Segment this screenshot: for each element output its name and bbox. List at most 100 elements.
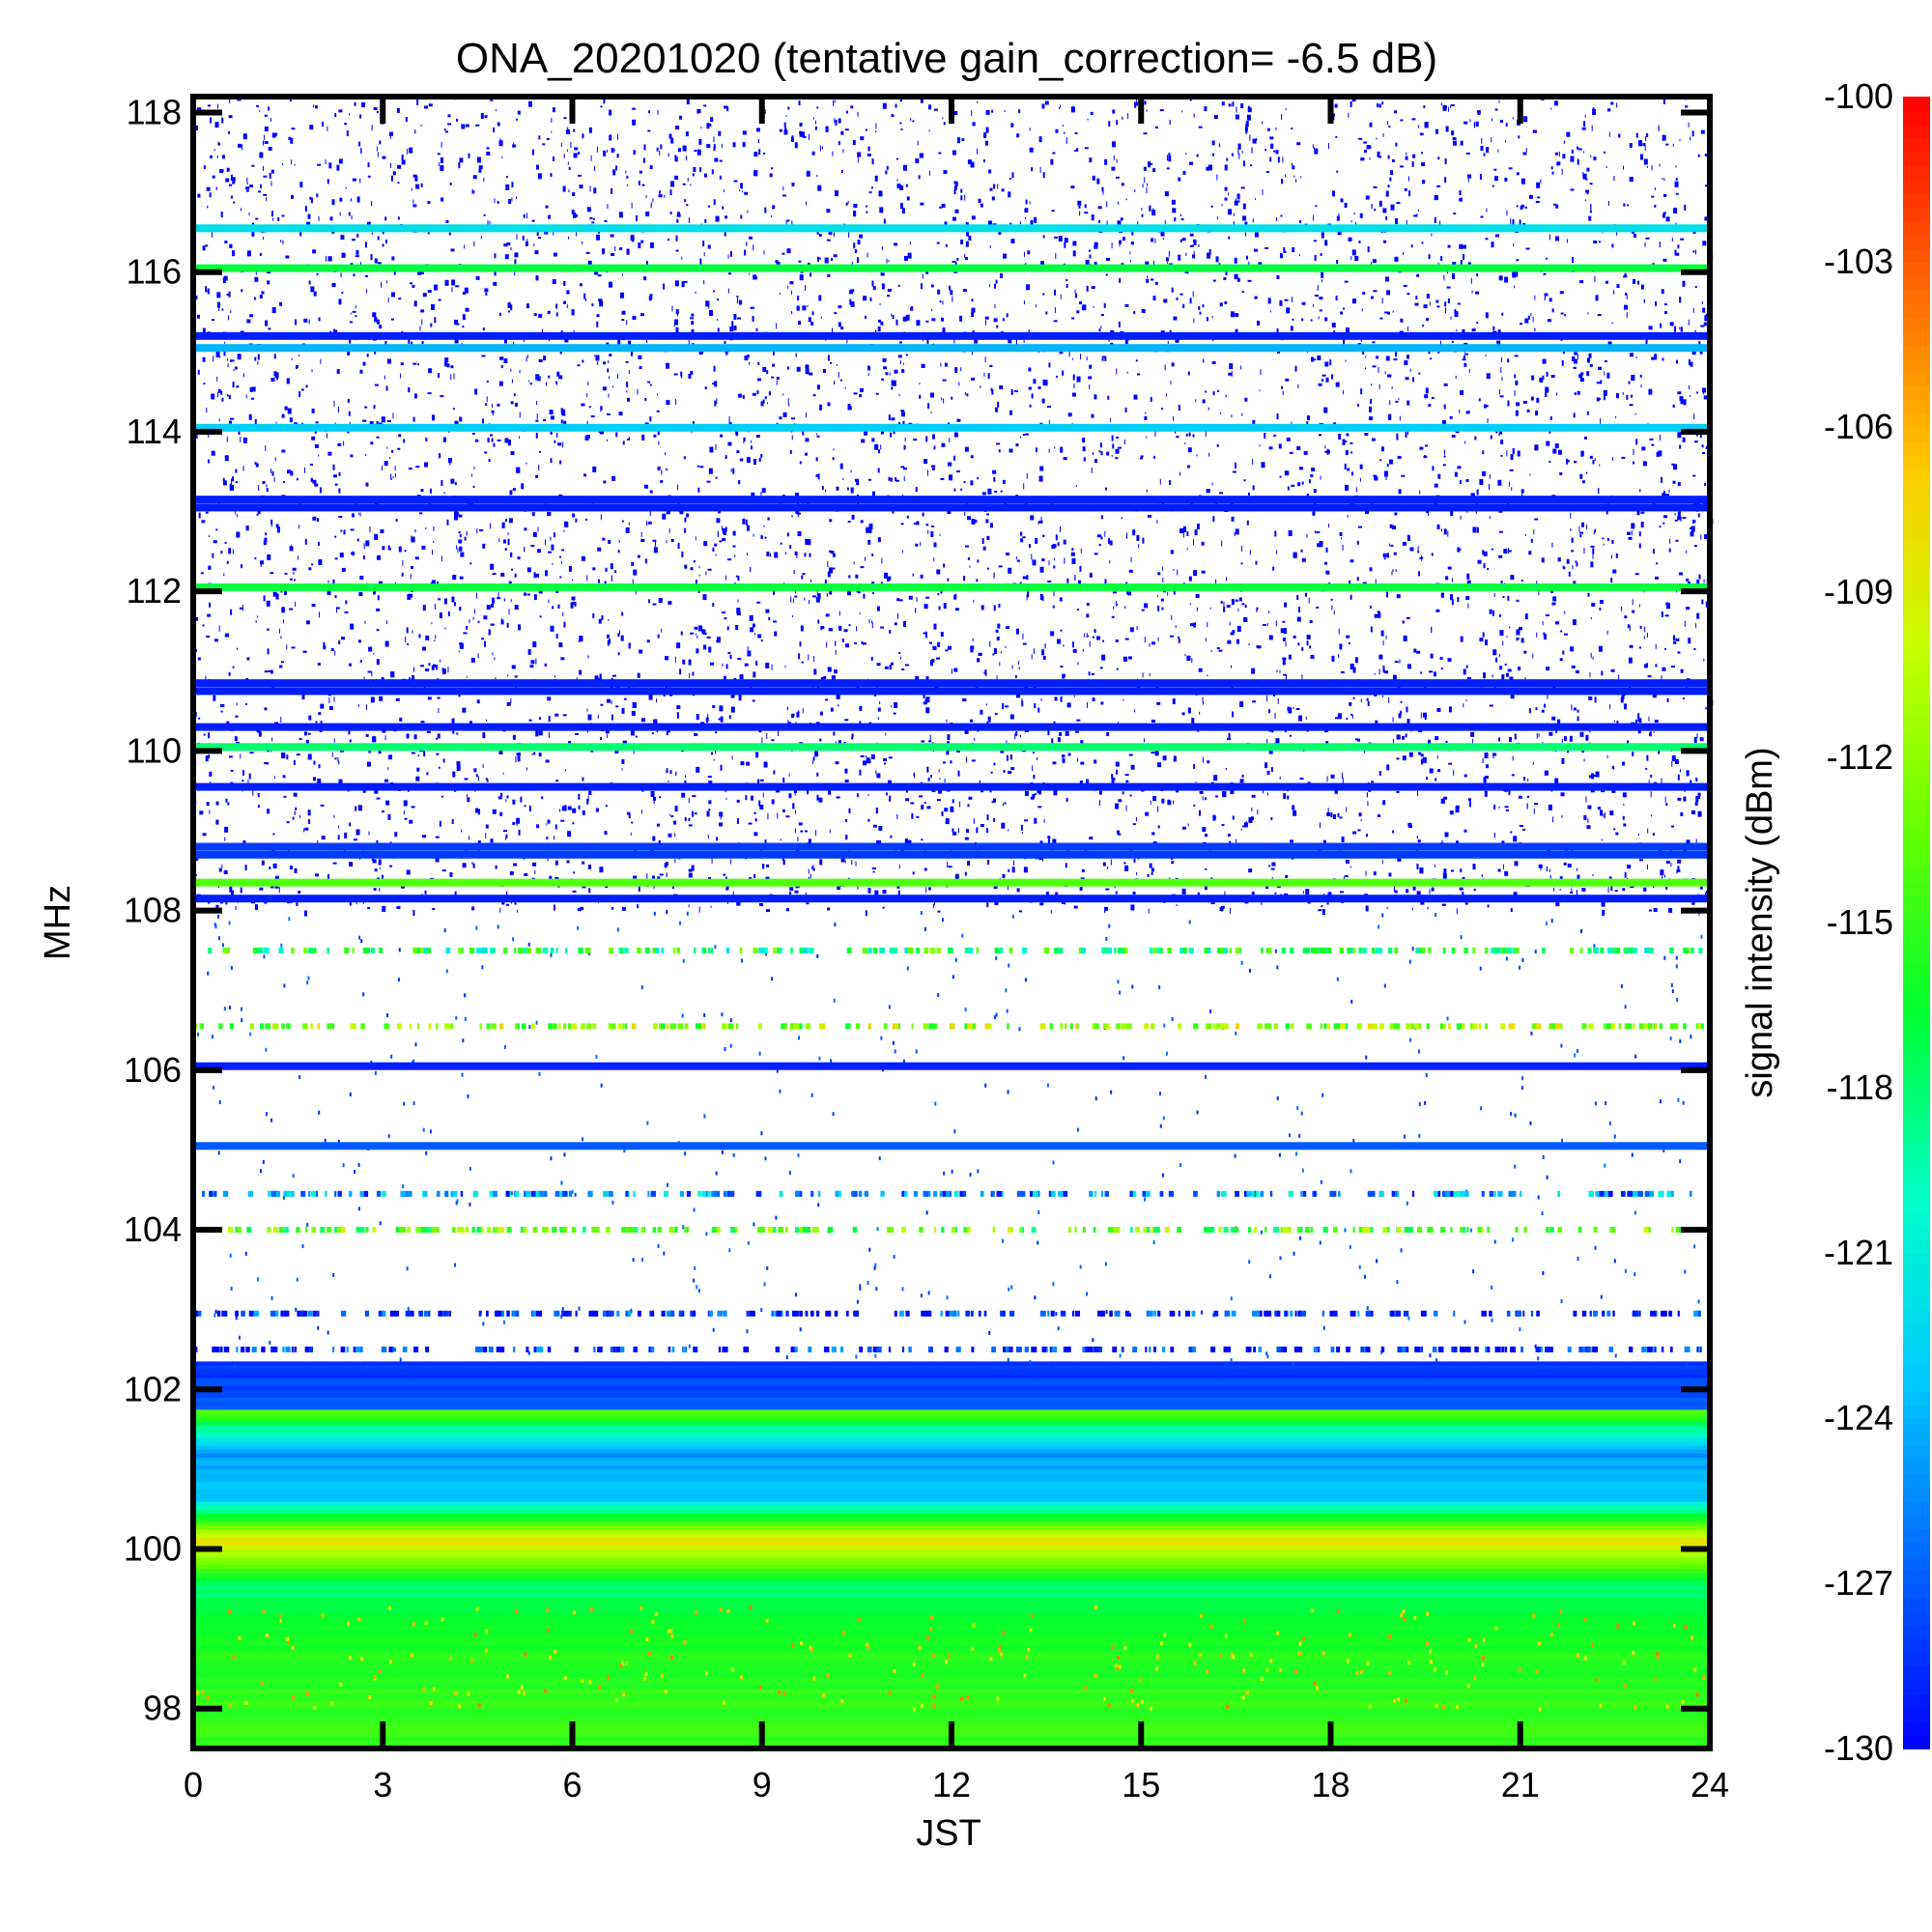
heatmap-noise [1690, 810, 1695, 813]
heatmap-noise [338, 471, 341, 476]
heatmap-speckle [1392, 1698, 1396, 1703]
heatmap-noise [1175, 625, 1177, 629]
heatmap-noise [573, 153, 578, 158]
heatmap-noise [1386, 906, 1388, 909]
heatmap-noise [694, 732, 698, 736]
heatmap-noise [1394, 661, 1399, 664]
heatmap-noise [570, 142, 572, 149]
heatmap-noise [633, 750, 635, 754]
heatmap-noise [820, 145, 822, 152]
heatmap-noise [1185, 433, 1188, 437]
heatmap-noise [639, 366, 642, 370]
heatmap-noise [1510, 908, 1513, 913]
heatmap-noise [439, 820, 441, 827]
heatmap-noise [984, 669, 987, 676]
heatmap-noise [1514, 355, 1519, 357]
heatmap-noise [1081, 868, 1085, 872]
heatmap-noise [1694, 802, 1698, 807]
heatmap-noise [1405, 377, 1409, 381]
heatmap-noise [1675, 192, 1679, 195]
heatmap-noise [1318, 316, 1320, 320]
heatmap-row [193, 1408, 1710, 1414]
heatmap-noise [778, 729, 780, 736]
heatmap-noise [1370, 296, 1374, 299]
heatmap-noise [1351, 98, 1356, 102]
heatmap-noise [1544, 297, 1546, 301]
heatmap-noise [552, 156, 554, 161]
heatmap-noise [1289, 451, 1293, 454]
heatmap-noise [871, 592, 874, 595]
heatmap-noise [822, 369, 826, 374]
heatmap-noise [1570, 512, 1572, 519]
heatmap-noise [782, 186, 784, 191]
heatmap-noise [422, 835, 427, 838]
heatmap-noise [1057, 737, 1061, 743]
heatmap-noise [714, 543, 718, 547]
heatmap-noise [1202, 796, 1204, 801]
heatmap-noise [1631, 394, 1634, 398]
heatmap-noise [674, 656, 676, 663]
heatmap-noise [985, 109, 990, 115]
heatmap-noise [999, 273, 1003, 279]
heatmap-noise [1533, 808, 1535, 814]
heatmap-noise [1450, 104, 1455, 107]
heatmap-noise [1401, 474, 1406, 477]
heatmap-noise [1542, 375, 1545, 380]
heatmap-noise [993, 817, 996, 822]
heatmap-noise [939, 778, 941, 781]
heatmap-noise [1014, 733, 1016, 740]
heatmap-noise [578, 805, 581, 810]
heatmap-noise [766, 551, 770, 556]
heatmap-noise [880, 444, 882, 450]
heatmap-noise [611, 714, 613, 721]
heatmap-noise [805, 892, 807, 896]
heatmap-noise [451, 718, 455, 724]
heatmap-noise [230, 890, 234, 896]
heatmap-noise [1457, 597, 1460, 603]
heatmap-noise [470, 657, 475, 663]
heatmap-noise [1152, 796, 1157, 802]
heatmap-noise [1288, 529, 1293, 536]
heatmap-noise [718, 130, 722, 136]
heatmap-noise [260, 561, 262, 568]
heatmap-noise [883, 572, 888, 579]
heatmap-noise [1126, 588, 1128, 595]
heatmap-noise [1178, 254, 1181, 261]
heatmap-noise [825, 613, 830, 617]
heatmap-noise [1646, 132, 1649, 137]
heatmap-speckle [232, 1655, 236, 1660]
heatmap-noise [1485, 312, 1489, 319]
heatmap-noise [1350, 866, 1351, 868]
heatmap-noise [644, 558, 647, 564]
heatmap-noise [1369, 157, 1371, 160]
heatmap-speckle [999, 1652, 1003, 1657]
heatmap-noise [1285, 874, 1289, 878]
heatmap-noise [310, 197, 313, 204]
heatmap-noise [1060, 446, 1064, 453]
heatmap-noise [1497, 329, 1501, 333]
heatmap-noise [1187, 447, 1192, 453]
heatmap-noise [1014, 389, 1019, 392]
heatmap-noise [1516, 259, 1520, 262]
heatmap-noise [1684, 620, 1686, 627]
heatmap-noise [648, 694, 653, 700]
heatmap-noise [1146, 489, 1148, 493]
heatmap-noise [1272, 566, 1275, 571]
heatmap-noise [1693, 545, 1697, 548]
heatmap-noise [1506, 450, 1508, 457]
heatmap-noise [646, 639, 650, 643]
heatmap-noise [1356, 577, 1359, 582]
heatmap-noise [816, 384, 820, 390]
heatmap-speckle [506, 1674, 510, 1679]
heatmap-noise [607, 634, 611, 639]
heatmap-noise [1398, 398, 1400, 401]
heatmap-noise [1359, 464, 1363, 469]
heatmap-noise [545, 230, 549, 235]
heatmap-noise [971, 215, 976, 220]
heatmap-noise [1230, 790, 1235, 795]
heatmap-noise [1426, 294, 1430, 299]
heatmap-noise [1072, 648, 1077, 653]
heatmap-noise [1284, 298, 1289, 301]
heatmap-noise [666, 540, 668, 544]
heatmap-noise [902, 164, 907, 171]
